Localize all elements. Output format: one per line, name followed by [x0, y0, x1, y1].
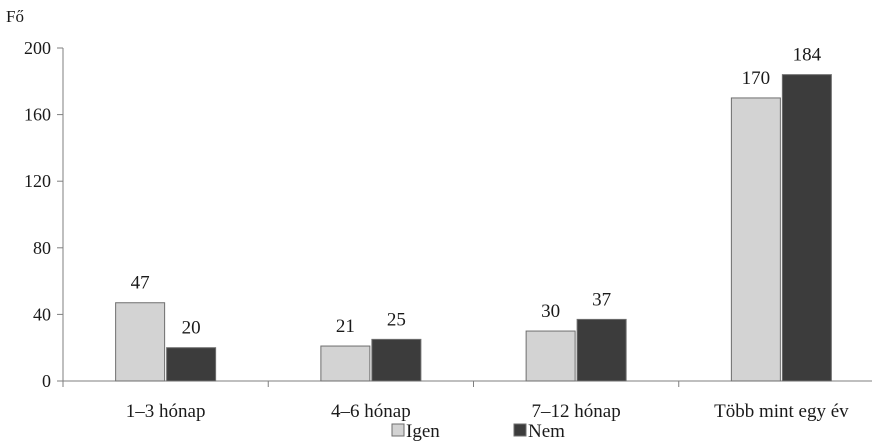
legend-label-igen: Igen [406, 421, 440, 442]
x-axis: 1–3 hónap 4–6 hónap 7–12 hónap Több mint eg… [62, 380, 872, 422]
legend-swatch-nem [513, 423, 527, 437]
data-label: 21 [336, 316, 355, 337]
y-tick-label: 120 [24, 171, 51, 191]
y-tick-label: 160 [24, 105, 51, 125]
bar-igen-1 [115, 302, 166, 382]
legend: Igen Nem [391, 421, 565, 442]
y-tick-label: 0 [42, 371, 51, 391]
data-label: 37 [592, 289, 611, 310]
x-category-label: 7–12 hónap [532, 401, 621, 422]
data-label: 20 [182, 318, 201, 339]
legend-label-nem: Nem [528, 421, 565, 442]
x-category-label: 1–3 hónap [126, 401, 206, 422]
bar-nem-2 [371, 338, 422, 382]
y-tick-label: 40 [33, 304, 51, 324]
x-category-label: Több mint egy év [714, 401, 849, 422]
data-label: 25 [387, 309, 406, 330]
y-axis-unit-label: Fő [6, 7, 24, 26]
y-tick-label: 200 [24, 38, 51, 58]
data-label: 184 [793, 45, 822, 66]
y-axis: 0 40 80 120 160 200 [24, 38, 64, 391]
bars [115, 74, 832, 382]
bar-nem-3 [576, 318, 627, 382]
y-tick-label: 80 [33, 238, 51, 258]
data-label: 30 [541, 301, 560, 322]
bar-nem-1 [166, 347, 217, 382]
bar-nem-4 [781, 74, 832, 382]
data-label: 47 [131, 273, 150, 294]
bar-igen-2 [320, 345, 371, 382]
bar-igen-3 [525, 330, 576, 382]
bar-igen-4 [730, 97, 781, 382]
legend-swatch-igen [391, 423, 405, 437]
data-labels: 47 20 21 25 30 37 170 184 [131, 45, 822, 339]
data-label: 170 [742, 68, 771, 89]
x-category-label: 4–6 hónap [331, 401, 411, 422]
